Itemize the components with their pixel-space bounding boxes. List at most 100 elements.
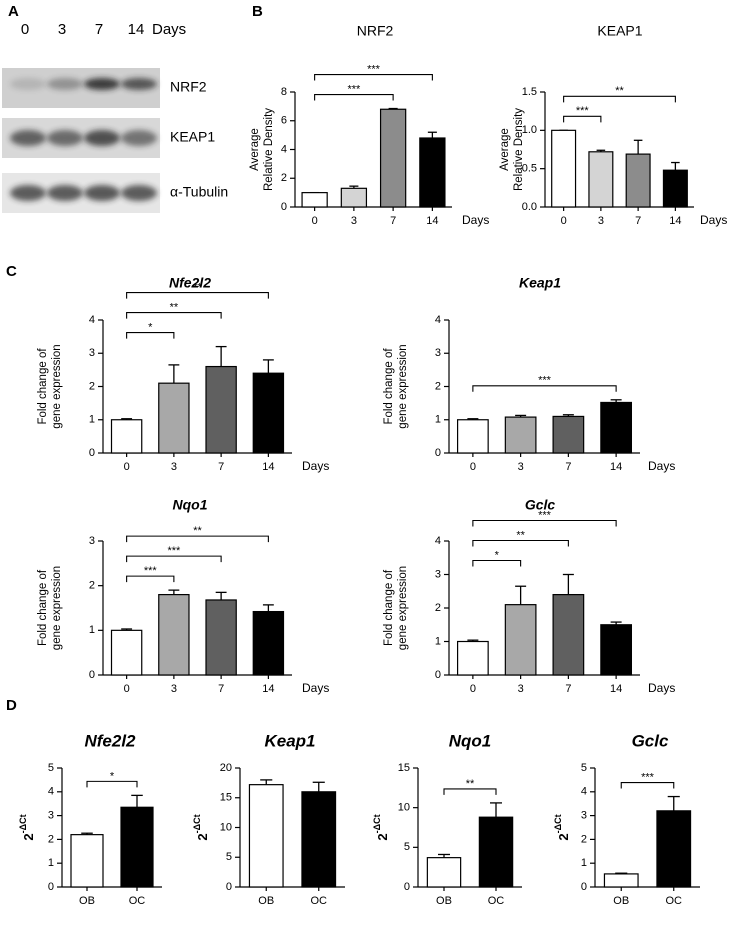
lane-unit: Days	[152, 21, 186, 38]
bar	[656, 810, 692, 888]
bar	[456, 640, 489, 676]
x-tick-label: OB	[436, 895, 452, 907]
y-tick-label: 0.5	[522, 163, 537, 175]
significance-label: *	[495, 549, 500, 561]
y-tick-label: 0	[226, 881, 232, 893]
y-tick-label: 5	[581, 762, 587, 774]
x-tick-label: 14	[669, 215, 681, 227]
y-axis-label: 2-ΔCt	[192, 814, 210, 840]
bar	[340, 187, 368, 208]
panel-label: B	[252, 3, 263, 20]
y-tick-label: 1	[89, 414, 95, 426]
y-tick-label: 0	[48, 881, 54, 893]
y-tick-label: 0	[404, 881, 410, 893]
bar	[110, 419, 143, 454]
y-axis-label: Relative Density	[513, 108, 525, 191]
significance-bracket	[126, 535, 269, 543]
x-tick-label: 7	[218, 461, 224, 473]
panel-label: A	[8, 3, 19, 20]
x-tick-label: 14	[262, 683, 274, 695]
x-tick-label: OC	[311, 895, 328, 907]
bar	[504, 416, 537, 454]
significance-bracket	[126, 575, 175, 583]
chart-title: Nqo1	[173, 497, 208, 513]
significance-bracket	[126, 292, 269, 299]
significance-label: ***	[576, 105, 590, 117]
x-tick-label: 3	[598, 215, 604, 227]
chart-title: Keap1	[264, 731, 315, 750]
y-tick-label: 0	[435, 669, 441, 681]
chart-title: NRF2	[357, 23, 394, 39]
x-tick-label: 7	[635, 215, 641, 227]
y-tick-label: 4	[435, 535, 441, 547]
y-tick-label: 0	[89, 447, 95, 459]
x-axis-label: Days	[700, 213, 727, 227]
x-tick-label: 3	[518, 461, 524, 473]
chart-title: Gclc	[525, 497, 556, 513]
y-tick-label: 4	[581, 786, 587, 798]
y-tick-label: 2	[89, 380, 95, 392]
y-axis-label-superscript: -ΔCt	[192, 814, 202, 833]
y-axis-label-superscript: -ΔCt	[372, 814, 382, 833]
significance-bracket	[620, 782, 675, 789]
bar	[301, 791, 337, 888]
y-tick-label: 3	[48, 810, 54, 822]
y-tick-label: 1.0	[522, 124, 537, 136]
bar	[625, 153, 651, 208]
blot-band	[10, 78, 46, 90]
significance-label: ***	[347, 83, 361, 95]
bar	[478, 816, 514, 888]
significance-label: **	[170, 302, 179, 314]
x-tick-label: OB	[79, 895, 95, 907]
bar	[552, 415, 585, 454]
y-axis-label: Relative Density	[263, 108, 275, 191]
x-tick-label: 0	[124, 683, 130, 695]
bar	[70, 834, 104, 888]
bar	[600, 624, 633, 676]
bar	[158, 593, 190, 676]
protein-label: NRF2	[170, 79, 207, 95]
y-tick-label: 0	[435, 447, 441, 459]
y-tick-label: 3	[89, 347, 95, 359]
chart-title: Keap1	[519, 275, 561, 291]
y-axis-label: Fold change of	[37, 348, 49, 425]
x-tick-label: OB	[613, 895, 629, 907]
chart-title: Nfe2l2	[84, 731, 136, 750]
panel-label: C	[6, 263, 17, 280]
x-tick-label: OC	[488, 895, 505, 907]
y-tick-label: 0	[89, 669, 95, 681]
y-tick-label: 2	[435, 602, 441, 614]
x-tick-label: 14	[262, 461, 274, 473]
significance-label: **	[193, 282, 202, 294]
bar	[252, 610, 285, 676]
x-tick-label: 3	[171, 683, 177, 695]
y-tick-label: 2	[48, 833, 54, 845]
y-axis-label: gene expression	[51, 566, 63, 650]
y-axis-label-base: 2	[21, 833, 36, 840]
y-tick-label: 4	[281, 143, 287, 155]
x-tick-label: OB	[258, 895, 274, 907]
bar	[552, 593, 585, 676]
significance-label: **	[516, 529, 525, 541]
bar	[379, 108, 407, 208]
lane-label: 3	[58, 21, 66, 38]
significance-bracket	[472, 385, 617, 392]
y-axis-label: 2-ΔCt	[18, 814, 36, 840]
x-tick-label: 3	[518, 683, 524, 695]
chart-title: Nqo1	[449, 731, 492, 750]
significance-bracket	[126, 332, 175, 339]
x-tick-label: OC	[666, 895, 683, 907]
y-tick-label: 1	[48, 857, 54, 869]
y-tick-label: 15	[220, 792, 232, 804]
x-tick-label: 7	[565, 461, 571, 473]
y-tick-label: 3	[435, 347, 441, 359]
x-axis-label: Days	[302, 459, 329, 473]
y-tick-label: 0	[281, 201, 287, 213]
y-axis-label: Fold change of	[383, 569, 395, 646]
blot-band	[84, 78, 120, 90]
chart-title: Gclc	[632, 731, 669, 750]
panel-label: D	[6, 697, 17, 714]
y-axis-label-base: 2	[195, 833, 210, 840]
significance-label: **	[466, 778, 475, 790]
